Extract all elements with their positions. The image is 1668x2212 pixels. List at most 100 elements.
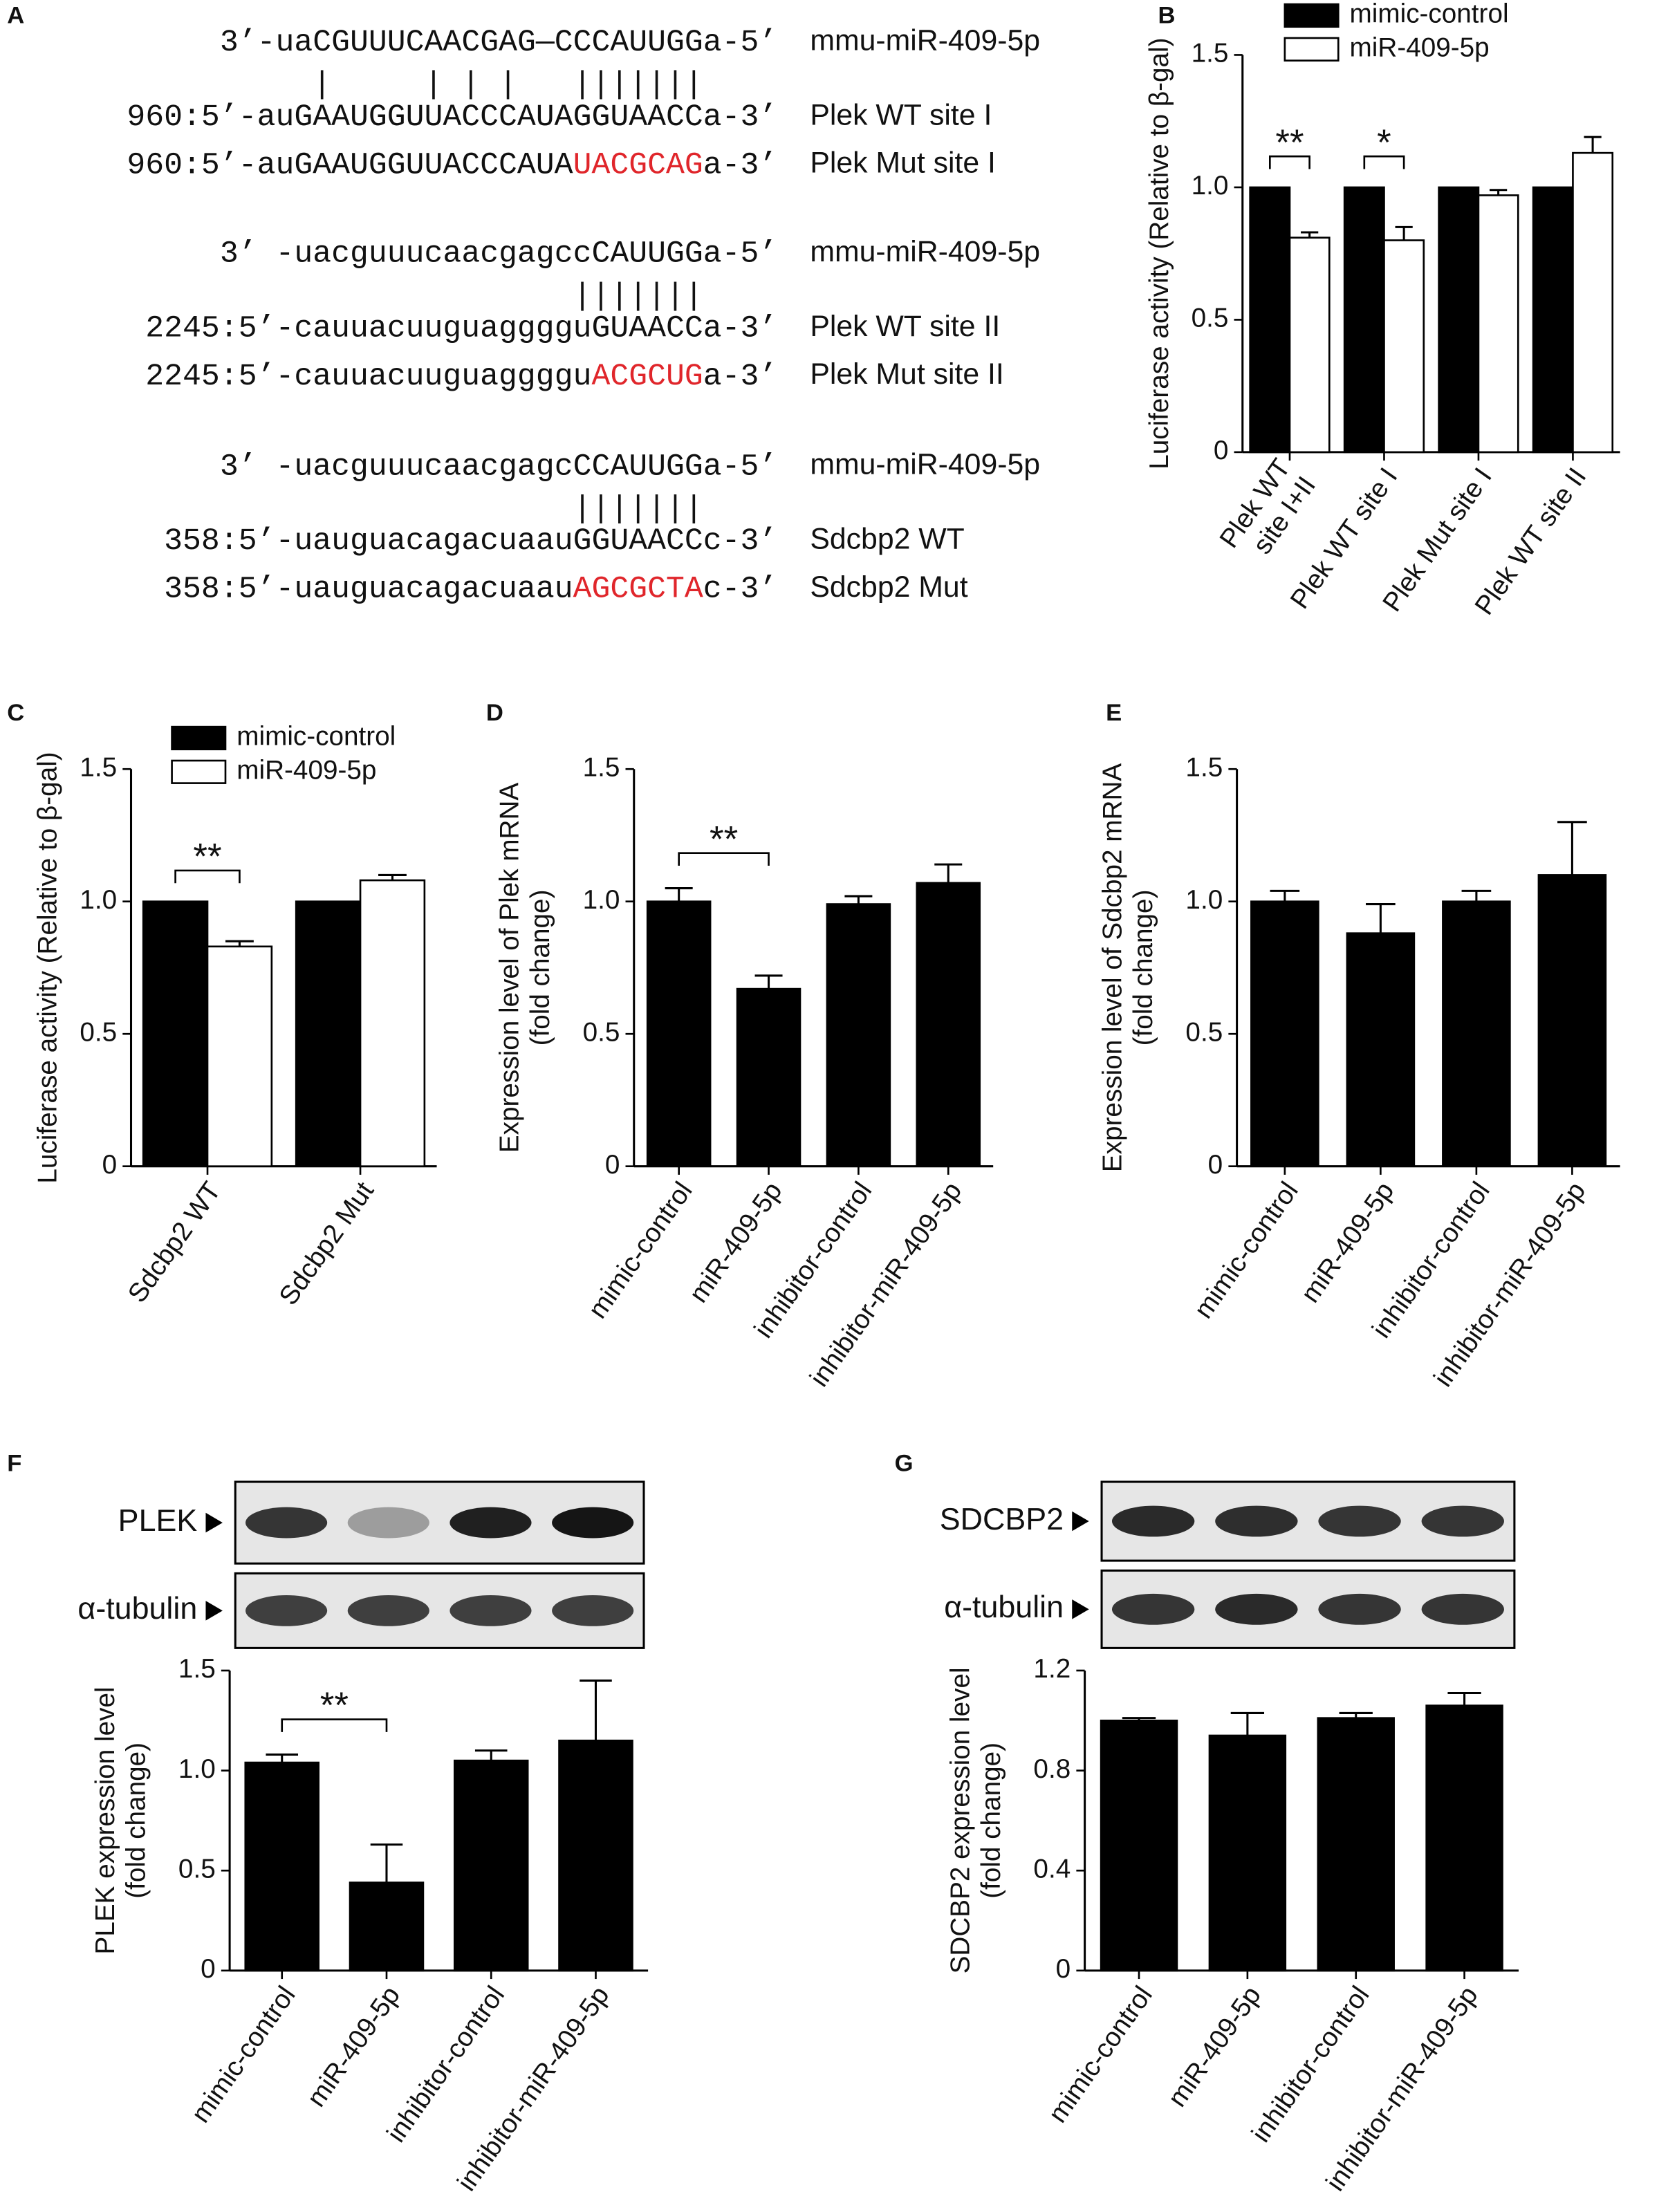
x-tick-label: mimic-control [582,1177,698,1324]
panel-letter: C [7,700,24,726]
blot-arrow [205,1512,223,1533]
y-axis-label: Luciferase activity (Relative to β-gal) [1145,38,1174,470]
x-tick-label: mimic-control [1189,1177,1304,1324]
blot-band [1215,1593,1298,1625]
bar [1288,236,1331,454]
text-line: Expression level of Plek mRNA [495,783,525,1153]
sequence-name: Sdcbp2 WT [810,523,964,556]
error-bar [1230,1711,1265,1736]
sequence: 358:5’-uauguacagacuaauAGCGCTAc-3’ [164,572,777,606]
blot-band [245,1507,328,1539]
significance-label: ** [1275,122,1304,163]
y-tick-label: 1.5 [1192,39,1229,68]
error-bar [370,1843,403,1883]
error-bar [1395,225,1413,241]
error-bar [1584,136,1602,154]
blot-band [1111,1593,1195,1625]
bar [1425,1704,1503,1972]
sequence-segment: 3’ -uacguuucaacgagccCAUUGGa-5’ [220,237,777,272]
y-tick-label: 0.5 [80,1017,117,1047]
sequence-segment: 2245:5’-cauuacuuguagggguGUAACCa-3’ [145,311,777,346]
sequence-segment: | | | | ||||||| [220,68,777,102]
bar [453,1759,529,1972]
x-tick-label: miR-409-5p [1162,1981,1267,2112]
y-tick-label: 1.5 [178,1654,216,1684]
y-tick-label: 1.0 [1192,171,1229,201]
blot-label: α-tubulin [944,1590,1064,1624]
error-bar [225,940,254,947]
y-tick-label: 1.5 [583,752,620,782]
y-tick-label: 1.2 [1033,1654,1071,1684]
legend-swatch [171,725,227,751]
sequence: ||||||| [220,279,777,314]
blot-band [1421,1505,1504,1537]
legend-label: miR-409-5p [1350,33,1490,63]
legend-label: mimic-control [237,722,396,752]
bar [295,900,362,1168]
bar [1438,186,1480,454]
sequence: 2245:5’-cauuacuuguagggguACGCUGa-3’ [145,360,777,394]
sequence-name: Plek WT site II [810,310,1000,343]
sequence-segment: UACGCAG [573,148,703,183]
sequence-name: Plek Mut site I [810,147,996,180]
sequence-segment: ||||||| [220,279,777,314]
bar [558,1739,633,1972]
bar [1208,1734,1287,1972]
blot-arrow [205,1601,223,1621]
bar [1100,1719,1178,1972]
sequence-name: Plek Mut site II [810,357,1003,391]
error-bar [754,974,783,989]
bar [1249,186,1291,454]
y-tick-label: 1.5 [1185,752,1223,782]
y-tick-label: 0 [201,1954,216,1984]
bar [244,1761,319,1972]
x-tick-label: inhibitor-miR-409-5p [804,1177,967,1393]
blot-band [552,1507,634,1539]
panel-letter: B [1158,3,1176,29]
bar [1346,932,1416,1168]
blot-band [1318,1593,1401,1625]
blot-arrow [1072,1511,1089,1532]
significance-label: ** [193,837,221,877]
sequence: 3’ -uacguuucaacgagccCAUUGGa-5’ [220,237,777,272]
error-bar [1301,231,1319,238]
blot-label: SDCBP2 [940,1502,1064,1536]
panel-letter: A [7,3,24,29]
y-axis-label: PLEK expression level(fold change) [91,1686,151,1954]
legend-swatch [1284,37,1340,62]
blot-label: PLEK [118,1503,198,1538]
legend-label: mimic-control [1350,0,1509,29]
significance-bracket [678,852,770,866]
y-tick-label: 0.5 [1192,304,1229,333]
sequence-segment: 358:5’-uauguacagacuaau [164,572,573,606]
x-tick-label: Plek WTsite I+II [1214,454,1322,571]
sequence-segment: ||||||| [220,492,777,526]
y-tick-label: 0.5 [1185,1017,1223,1047]
y-tick-label: 0 [1214,436,1229,465]
blot-band [347,1507,429,1539]
error-bar [1366,903,1396,933]
y-tick-label: 1.0 [583,885,620,915]
bar [349,1881,425,1972]
error-bar [1490,189,1508,196]
y-axis-label: Expression level of Sdcbp2 mRNA(fold cha… [1098,763,1159,1173]
sequence-segment: 2245:5’-cauuacuuguaggggu [145,360,591,394]
panel-letter: E [1106,700,1122,726]
error-bar [665,887,693,902]
bar [1442,900,1511,1168]
blot-band [1215,1505,1298,1537]
sequence: 960:5’-auGAAUGGUUACCCAUAGGUAACCa-3’ [127,100,777,135]
y-tick-label: 0 [1208,1150,1223,1180]
bar [142,900,209,1168]
error-bar [1339,1711,1373,1718]
sequence-segment: 960:5’-auGAAUGGUUACCCAUAGGUAACCa-3’ [127,100,777,135]
error-bar [844,895,873,904]
significance-bracket [1363,155,1405,169]
blot-band [245,1595,328,1626]
x-tick-label: inhibitor-control [1246,1981,1375,2148]
blot-arrow [1072,1599,1089,1619]
x-tick-label: miR-409-5p [683,1177,788,1308]
text-line: PLEK expression level [91,1686,120,1954]
sequence: 358:5’-uauguacagacuaauGGUAACCc-3’ [164,524,777,559]
panel-letter: G [895,1451,914,1477]
